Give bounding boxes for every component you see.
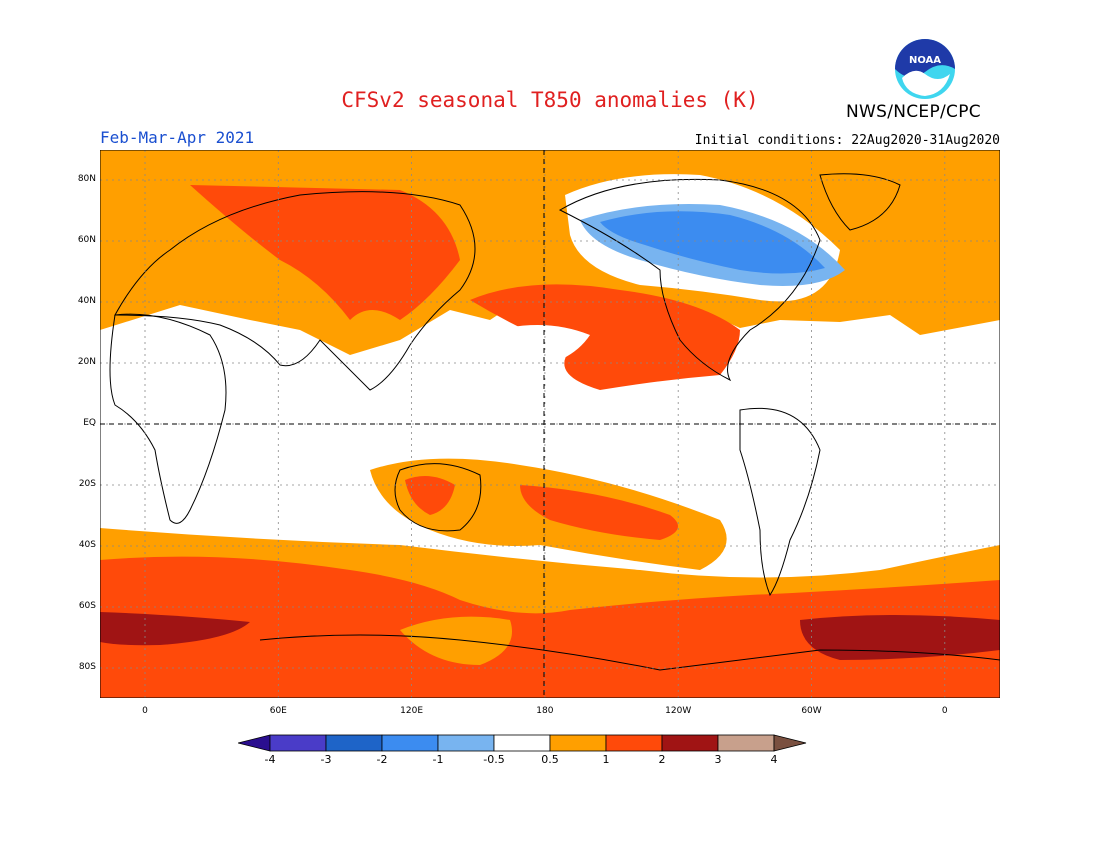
season-label: Feb-Mar-Apr 2021 [100,128,255,147]
lon-label: 0 [142,706,148,716]
lon-label: 60W [801,706,822,716]
colorbar-label: 2 [658,753,666,766]
lat-label: EQ [83,418,96,428]
colorbar-swatch [661,734,719,752]
lat-label: 40N [77,296,96,306]
org-label: NWS/NCEP/CPC [846,102,981,122]
lon-label: 120W [665,706,692,716]
coastline-south-america [739,407,821,597]
colorbar-label: -2 [376,753,388,766]
colorbar-label: 4 [770,753,778,766]
anomaly-region-ross-sea-warm [400,616,512,665]
lon-label: 120E [400,706,424,716]
colorbar-label: 3 [714,753,722,766]
colorbar-swatch [325,734,383,752]
colorbar-swatch [717,734,775,752]
coastline-antarctica [259,634,1000,671]
lat-label: 60N [77,235,96,245]
anomaly-region-south-pacific-warm [520,485,678,540]
initial-conditions-label: Initial conditions: 22Aug2020-31Aug2020 [694,133,1000,148]
colorbar-swatch [269,734,327,752]
lat-label: 20S [78,479,96,489]
colorbar-swatch [549,734,607,752]
colorbar-label: -1 [432,753,444,766]
colorbar-min-arrow [238,734,271,752]
noaa-logo-icon: NOAA [895,39,955,99]
anomaly-region-antarctic-warm-east [800,615,1000,660]
colorbar-swatch [493,734,551,752]
lat-label: 40S [78,540,96,550]
coastline-australia [394,463,482,532]
anomaly-region-canada-colder [600,211,825,274]
anomaly-region-pacific-neutral [480,325,590,370]
colorbar-label: -4 [264,753,276,766]
chart-title: CFSv2 seasonal T850 anomalies (K) [341,88,759,112]
colorbar-swatch [605,734,663,752]
lat-label: 60S [78,601,96,611]
anomaly-region-southern-ocean-warmer [100,556,1000,698]
colorbar-swatch [437,734,495,752]
lon-label: 60E [269,706,287,716]
lon-label: 180 [536,706,554,716]
anomaly-map [100,150,1000,698]
colorbar-label: 0.5 [541,753,559,766]
colorbar-max-arrow [773,734,807,752]
lat-label: 80S [78,662,96,672]
anomaly-region-australia-warm [405,476,455,515]
colorbar-label: -0.5 [483,753,505,766]
coastline-greenland [819,173,901,231]
colorbar-label: -3 [320,753,332,766]
lon-label: 0 [941,706,948,716]
anomaly-region-pacific-warm [470,284,740,390]
lat-label: 20N [77,357,96,367]
colorbar [238,734,807,752]
colorbar-swatch [381,734,439,752]
colorbar-label: 1 [602,753,610,766]
logo-text: NOAA [909,55,941,66]
coastline-africa [109,313,227,524]
anomaly-region-antarctic-warm-west [100,612,250,646]
anomaly-region-asia-warm [190,185,460,320]
coastline-europe-asia [114,191,476,391]
lat-label: 80N [77,174,96,184]
